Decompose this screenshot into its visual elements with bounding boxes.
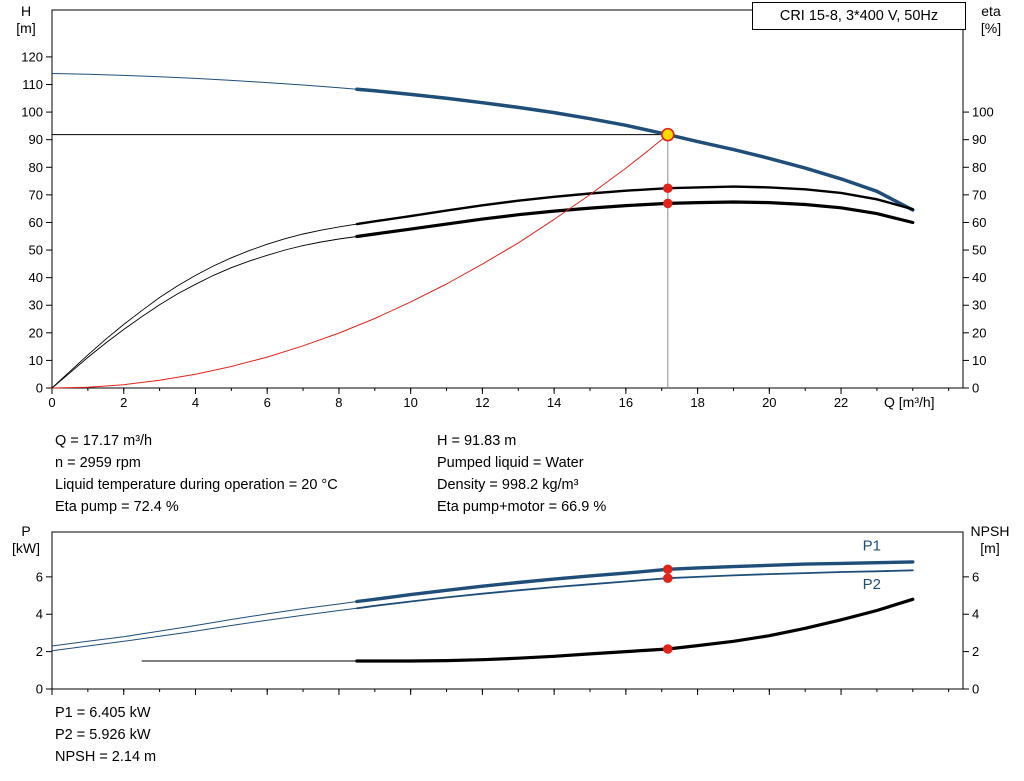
y-left-tick-label: 80 [29,160,43,175]
y-right-tick-label: 50 [972,243,986,258]
speed-value: n = 2959 rpm [55,455,141,471]
x-tick-label: 8 [335,395,342,410]
y-left-tick-label: 120 [21,49,43,64]
x-tick-label: 12 [475,395,489,410]
p2-curve-thin [51,607,357,652]
h-axis-unit: [m] [16,20,36,36]
h-axis-label: H [m] [4,3,48,37]
y-left-tick-label: 30 [29,298,43,313]
power-npsh-info: P1 = 6.405 kW P2 = 5.926 kW NPSH = 2.14 … [55,702,156,768]
y-left-tick-label: 10 [29,353,43,368]
y-left-tick-label: 0 [36,682,43,697]
y-right-tick-label: 80 [972,160,986,175]
p1-value: P1 = 6.405 kW [55,705,151,721]
x-tick-label: 16 [619,395,633,410]
head-value: H = 91.83 m [437,433,517,449]
system-curve [51,134,669,389]
power-npsh-chart-frame [51,531,964,690]
x-tick-label: 2 [120,395,127,410]
x-tick-label: 18 [690,395,704,410]
p1-curve-thin [51,601,357,647]
npsh-axis-unit: [m] [980,540,1000,556]
h-axis-quantity: H [20,3,32,19]
p1-curve-label: P1 [863,538,881,555]
eta-pump-motor-curve [355,200,915,239]
npsh-axis-label: NPSH [m] [960,523,1020,557]
eta-pump-value: Eta pump = 72.4 % [55,499,179,515]
pump-title-box: CRI 15-8, 3*400 V, 50Hz [752,2,966,30]
duty-info-left: Q = 17.17 m³/h n = 2959 rpm Liquid tempe… [55,430,338,518]
npsh-value: NPSH = 2.14 m [55,749,157,765]
eta-axis-unit: [%] [980,20,1002,36]
y-left-tick-label: 4 [36,607,43,622]
y-left-tick-label: 110 [22,77,43,92]
p1-point [663,564,673,575]
x-tick-label: 0 [48,395,55,410]
y-right-tick-label: 20 [972,325,986,340]
y-left-tick-label: 70 [29,187,43,202]
y-right-tick-label: 60 [972,215,986,230]
x-tick-label: 20 [762,395,776,410]
p-axis-unit: [kW] [12,540,40,556]
operating-point[interactable] [661,127,675,142]
eta-pump-curve [355,185,914,226]
npsh-curve [355,597,915,663]
eta-pump-motor-point [663,198,673,209]
x-tick-label: 14 [547,395,561,410]
x-tick-label: 22 [834,395,848,410]
p-axis-quantity: P [21,523,31,539]
x-tick-label: 10 [403,395,417,410]
eta-pump-curve-thin [51,223,357,389]
qh-eta-chart-frame [51,9,964,389]
eta-axis-label: eta [%] [966,3,1016,37]
y-left-tick-label: 20 [29,325,43,340]
y-right-tick-label: 0 [972,682,979,697]
npsh-axis-quantity: NPSH [970,523,1010,539]
flow-value: Q = 17.17 m³/h [55,433,153,449]
y-right-tick-label: 2 [972,644,979,659]
p-axis-label: P [kW] [4,523,48,557]
y-right-tick-label: 0 [972,381,979,396]
y-right-tick-label: 30 [972,298,986,313]
y-right-tick-label: 100 [972,105,994,120]
y-left-tick-label: 90 [29,132,43,147]
y-right-tick-label: 40 [972,270,986,285]
y-right-tick-label: 90 [972,132,986,147]
liquid-temperature-value: Liquid temperature during operation = 20… [55,477,338,493]
eta-axis-quantity: eta [981,3,1001,19]
q-axis-label: Q [m³/h] [884,394,935,410]
y-left-tick-label: 100 [21,105,43,120]
y-left-tick-label: 40 [29,270,43,285]
eta-pump-motor-curve-thin [51,236,357,389]
density-value: Density = 998.2 kg/m³ [437,477,579,493]
npsh-point [663,644,673,654]
p2-curve [356,569,914,610]
pumped-liquid-value: Pumped liquid = Water [437,455,584,471]
eta-pump-point [663,183,673,194]
p2-value: P2 = 5.926 kW [55,727,151,743]
y-right-tick-label: 10 [972,353,986,368]
y-left-tick-label: 0 [36,381,43,396]
y-right-tick-label: 4 [972,607,979,622]
y-left-tick-label: 2 [36,644,43,659]
y-right-tick-label: 70 [972,187,986,202]
duty-info-right: H = 91.83 m Pumped liquid = Water Densit… [437,430,606,518]
y-left-tick-label: 6 [36,569,43,584]
head-curve [355,87,915,212]
head-curve-thin [51,73,357,90]
p1-curve [355,560,915,604]
x-tick-label: 4 [192,395,199,410]
y-left-tick-label: 50 [29,243,43,258]
p2-point [663,573,673,584]
x-tick-label: 6 [264,395,271,410]
y-right-tick-label: 6 [972,569,979,584]
eta-pump-motor-value: Eta pump+motor = 66.9 % [437,499,607,515]
p2-curve-label: P2 [863,576,881,593]
y-left-tick-label: 60 [29,215,43,230]
